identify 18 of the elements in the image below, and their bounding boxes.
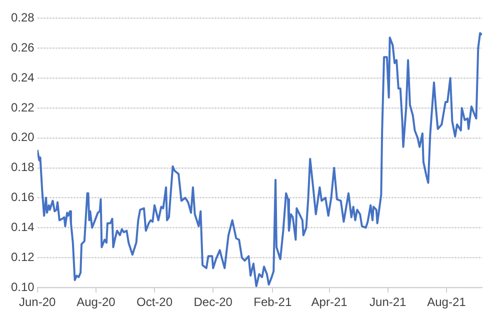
y-tick-label: 0.28 — [10, 10, 35, 25]
x-tick-label: Aug-21 — [427, 295, 466, 310]
x-tick-label: Aug-20 — [76, 295, 116, 310]
y-tick-label: 0.12 — [10, 250, 35, 264]
y-tick-label: 0.20 — [10, 130, 35, 144]
x-tick-label: Dec-20 — [194, 295, 233, 310]
y-tick-label: 0.24 — [10, 70, 35, 84]
y-tick-label: 0.26 — [10, 40, 35, 54]
y-tick-label: 0.10 — [10, 280, 35, 294]
x-tick-label: Feb-21 — [254, 295, 292, 310]
y-tick-label: 0.22 — [10, 100, 35, 114]
y-tick-label: 0.16 — [10, 190, 35, 204]
x-tick-label: Jun-20 — [19, 295, 56, 310]
y-tick-label: 0.14 — [10, 220, 35, 234]
x-tick-label: Apr-21 — [311, 295, 348, 310]
x-tick-label: Jun-21 — [370, 295, 407, 310]
y-tick-label: 0.18 — [10, 160, 35, 174]
x-tick-label: Oct-20 — [136, 295, 173, 310]
